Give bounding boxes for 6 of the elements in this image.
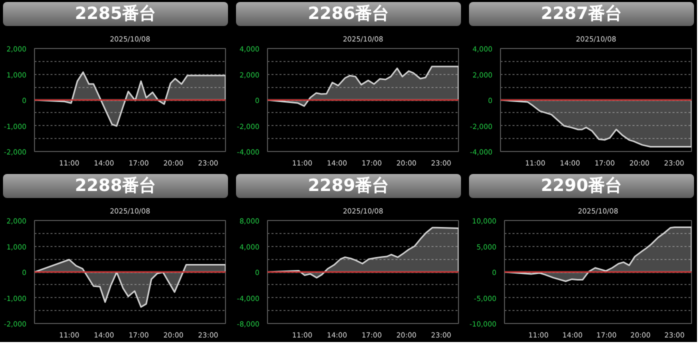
- chart-title: 2287番台: [540, 3, 622, 26]
- chart-title: 2289番台: [308, 175, 390, 198]
- chart-title: 2288番台: [74, 175, 156, 198]
- chart-title: 2285番台: [74, 3, 156, 26]
- chart-title: 2286番台: [308, 3, 390, 26]
- chart-title: 2290番台: [540, 175, 622, 198]
